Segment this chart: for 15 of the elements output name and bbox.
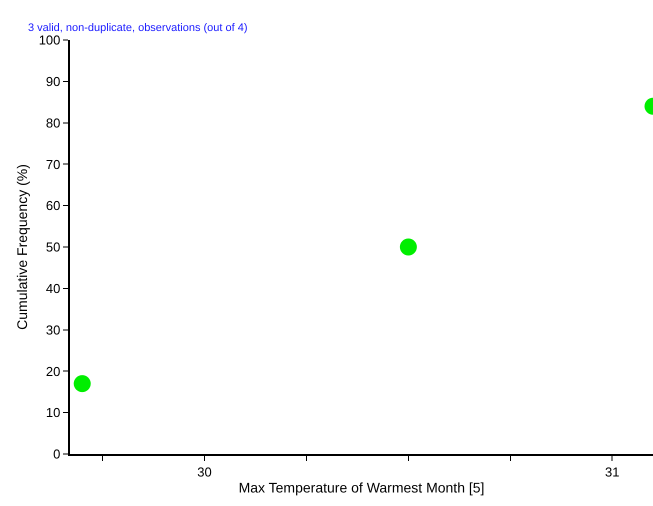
y-tick-label: 90 [46, 74, 60, 89]
x-tick-label: 31 [604, 464, 620, 480]
y-tick-label: 20 [46, 364, 60, 379]
y-tick-label: 80 [46, 115, 60, 130]
y-tick-label: 100 [38, 32, 60, 48]
y-tick-label: 60 [46, 198, 60, 214]
y-tick-label: 40 [46, 280, 60, 296]
y-axis-title: Cumulative Frequency (%) [14, 164, 30, 330]
y-tick-label: 10 [46, 405, 60, 420]
y-tick-label: 70 [46, 156, 60, 172]
text: 3 valid, non-duplicate, observations (out of 4) [28, 22, 248, 34]
y-tick-label: 0 [53, 446, 60, 462]
y-tick-label: 30 [46, 322, 60, 338]
x-axis-title: Max Temperature of Warmest Month [5] [238, 479, 484, 496]
y-tick-label: 50 [46, 240, 60, 255]
